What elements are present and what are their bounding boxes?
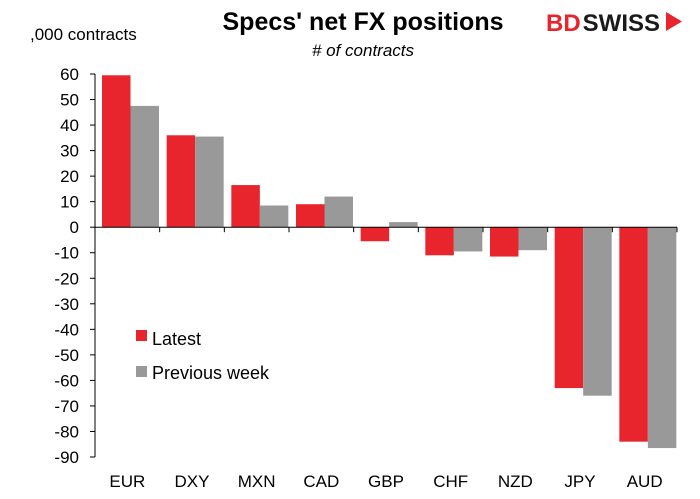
y-tick-label: -50 (54, 346, 79, 365)
bar-previous-week-gbp (389, 222, 418, 228)
x-category-label-cad: CAD (303, 472, 339, 491)
y-tick-label: -60 (54, 371, 79, 390)
y-axis-unit-label: ,000 contracts (30, 25, 137, 44)
bar-latest-dxy (166, 135, 196, 228)
legend: Latest Previous week (136, 329, 270, 383)
axes-layer (90, 73, 678, 458)
legend-swatch-previous-week (136, 366, 147, 377)
bar-latest-nzd (490, 227, 519, 257)
chart-title: Specs' net FX positions (223, 8, 504, 36)
brand-logo: BDSWISS (546, 10, 682, 37)
y-tick-label: -20 (54, 269, 79, 288)
bar-previous-week-eur (130, 105, 159, 228)
y-tick-label: 10 (60, 193, 79, 212)
y-tick-label: 30 (60, 142, 79, 161)
x-category-labels: EUR DXY MXN CAD GBP CHF NZD JPY AUD (109, 472, 662, 491)
x-category-label-jpy: JPY (564, 472, 595, 491)
bar-previous-week-mxn (259, 205, 289, 228)
bar-latest-chf (425, 227, 454, 256)
bar-previous-week-dxy (195, 136, 224, 228)
x-category-label-chf: CHF (433, 472, 468, 491)
y-tick-label: -40 (54, 320, 79, 339)
brand-logo-bd: BD (546, 10, 581, 37)
legend-label-previous-week: Previous week (152, 363, 270, 383)
y-tick-label: -90 (54, 448, 79, 467)
bar-previous-week-chf (453, 227, 483, 252)
bar-previous-week-aud (647, 227, 677, 449)
bar-latest-gbp (360, 227, 390, 242)
brand-arrow-icon (666, 12, 682, 31)
y-tick-label: -80 (54, 422, 79, 441)
x-category-label-eur: EUR (109, 472, 145, 491)
y-tick-label: 50 (60, 91, 79, 110)
chart-subtitle: # of contracts (312, 41, 415, 60)
y-tick-label: 0 (70, 218, 79, 237)
bar-previous-week-cad (324, 196, 353, 228)
x-category-label-mxn: MXN (238, 472, 276, 491)
legend-swatch-latest (136, 330, 147, 341)
y-tick-label: 60 (60, 65, 79, 84)
y-tick-label: -70 (54, 397, 79, 416)
y-tick-label: 20 (60, 167, 79, 186)
x-category-label-nzd: NZD (498, 472, 533, 491)
bar-latest-jpy (554, 227, 584, 389)
bar-previous-week-jpy (583, 227, 612, 396)
bars-layer (102, 75, 677, 449)
y-tick-label: 40 (60, 116, 79, 135)
x-category-label-aud: AUD (627, 472, 663, 491)
bar-latest-mxn (231, 185, 260, 228)
bar-latest-aud (619, 227, 648, 442)
y-tick-labels: 60 50 40 30 20 10 0 -10 -20 -30 -40 -50 -60 -70 -80 -90 (54, 65, 79, 467)
x-category-label-gbp: GBP (368, 472, 404, 491)
brand-logo-text: BDSWISS (546, 10, 660, 37)
y-tick-label: -10 (54, 244, 79, 263)
bar-latest-cad (296, 204, 325, 228)
y-tick-label: -30 (54, 295, 79, 314)
x-category-label-dxy: DXY (175, 472, 210, 491)
bar-previous-week-nzd (518, 227, 547, 251)
legend-label-latest: Latest (152, 329, 201, 349)
brand-logo-swiss: SWISS (583, 10, 660, 37)
bar-latest-eur (102, 75, 131, 228)
